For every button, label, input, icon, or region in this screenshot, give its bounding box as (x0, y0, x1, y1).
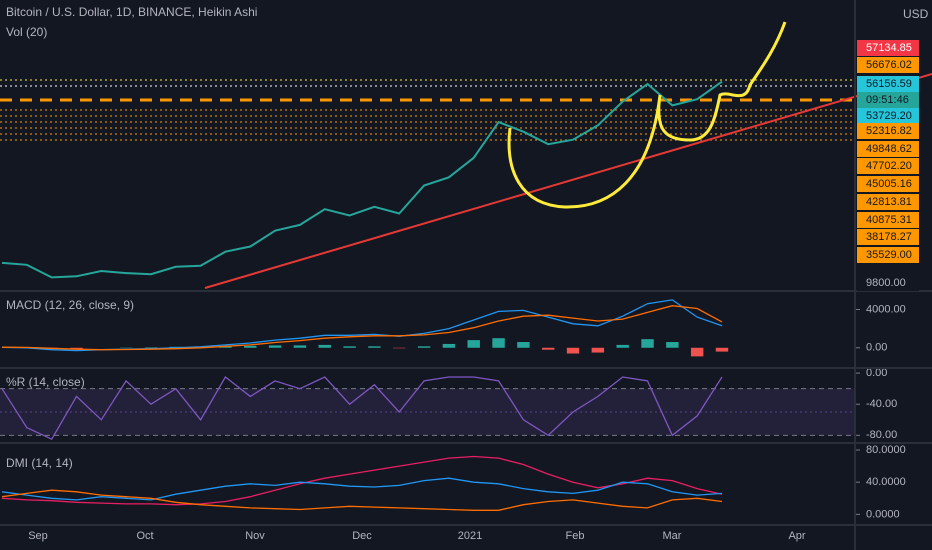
price-label-bg (857, 229, 919, 245)
price-label: 38178.27 (866, 231, 912, 243)
wr-title: %R (14, close) (6, 375, 85, 389)
series-line (1, 477, 723, 501)
price-label-bg (857, 92, 919, 108)
dmi-title: DMI (14, 14) (6, 456, 73, 470)
histogram-bar (244, 345, 257, 348)
y-tick-label: 0.00 (866, 342, 887, 354)
price-label-bg (857, 57, 919, 73)
histogram-bar (591, 347, 605, 353)
y-tick-label: 0.0000 (866, 508, 900, 520)
price-label-bg (857, 176, 919, 192)
histogram-bar (467, 340, 480, 348)
price-label: 47702.20 (866, 160, 912, 172)
trend-line (204, 73, 932, 289)
x-tick-label: Oct (136, 530, 153, 542)
price-label: 35529.00 (866, 249, 912, 261)
cup-drawing (507, 21, 787, 209)
price-label: 45005.16 (866, 178, 912, 190)
price-label-bg (857, 275, 919, 291)
price-label: 56156.59 (866, 78, 912, 90)
levels (0, 79, 855, 141)
y-tick-label: 4000.00 (866, 303, 906, 315)
price-label-bg (857, 40, 919, 56)
price-label-bg (857, 108, 919, 124)
y-tick-label: -80.00 (866, 429, 897, 441)
histogram-bar (492, 338, 505, 348)
currency-label[interactable]: USD (903, 7, 929, 21)
price-label-bg (857, 123, 919, 139)
histogram-bar (517, 342, 530, 348)
x-tick-label: Nov (245, 530, 265, 542)
series-line (1, 305, 723, 351)
plot-area: 4000.00 0.00 0.00 -40.00 -80.00 80.0000 40.000… (0, 80, 906, 520)
histogram-bar (666, 342, 679, 348)
price-label: 09:51:46 (866, 94, 909, 106)
x-tick-label: Mar (663, 530, 682, 542)
price-label: 52316.82 (866, 125, 912, 137)
histogram-bar (417, 346, 431, 348)
series-line (1, 376, 723, 441)
histogram-bar (70, 347, 83, 350)
histogram-bar (616, 344, 629, 348)
histogram-bar (368, 346, 381, 348)
price-label: 9800.00 (866, 277, 906, 289)
histogram-bar (715, 347, 729, 352)
volume-label: Vol (20) (6, 25, 47, 39)
chart-title: Bitcoin / U.S. Dollar, 1D, BINANCE, Heik… (6, 5, 257, 19)
price-label-bg (857, 141, 919, 157)
macd-title: MACD (12, 26, close, 9) (6, 298, 134, 312)
price-label: 57134.85 (866, 42, 912, 54)
price-label-bg (857, 194, 919, 210)
y-tick-label: 80.0000 (866, 444, 906, 456)
series-line (1, 489, 723, 511)
histogram-bar (641, 339, 654, 348)
histogram-bar (343, 346, 356, 348)
price-label-bg (857, 158, 919, 174)
series-line (1, 80, 723, 279)
price-label-bg (857, 76, 919, 92)
y-tick-label: 0.00 (866, 367, 887, 379)
histogram-bar (542, 347, 555, 350)
histogram-bar (293, 345, 307, 348)
price-label: 53729.20 (866, 110, 912, 122)
price-label-bg (857, 212, 919, 228)
histogram-bar (690, 347, 704, 357)
price-label: 42813.81 (866, 196, 912, 208)
histogram-bar (566, 347, 580, 354)
price-label: 40875.31 (866, 214, 912, 226)
x-tick-label: Dec (352, 530, 372, 542)
x-tick-label: 2021 (458, 530, 482, 542)
y-tick-label: 40.0000 (866, 476, 906, 488)
histogram-bar (442, 343, 456, 348)
price-label: 56676.02 (866, 59, 912, 71)
y-tick-label: -40.00 (866, 398, 897, 410)
x-tick-label: Sep (28, 530, 48, 542)
series-line (1, 455, 723, 506)
histogram-bar (318, 344, 331, 348)
histogram-bar (219, 346, 232, 348)
price-label-bg (857, 247, 919, 263)
x-tick-label: Feb (566, 530, 585, 542)
x-tick-label: Apr (788, 530, 805, 542)
price-label: 49848.62 (866, 143, 912, 155)
histogram-bar (268, 345, 282, 348)
